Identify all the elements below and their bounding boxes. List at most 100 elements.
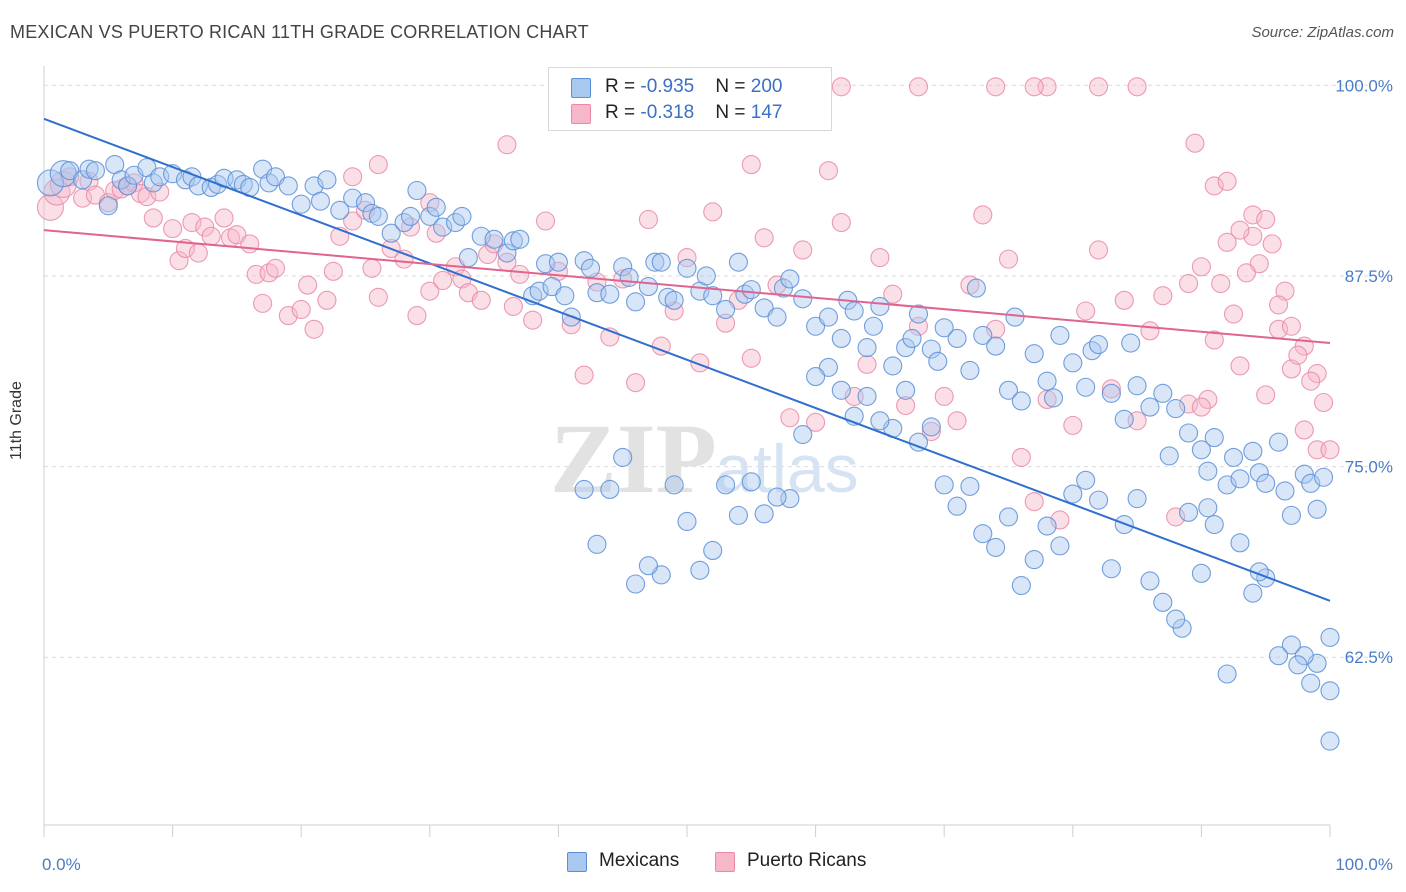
mexican-point — [908, 304, 929, 324]
puerto-rican-point — [1224, 304, 1244, 324]
mexican-point — [638, 556, 658, 576]
mexican-point — [716, 299, 736, 320]
mexican-point — [1178, 502, 1199, 522]
n-label: N = — [715, 76, 751, 97]
mexican-point — [818, 357, 839, 377]
n-label: N = — [715, 102, 751, 123]
mexican-point — [278, 176, 298, 196]
mexican-point — [1288, 655, 1308, 675]
puerto-rican-point — [908, 77, 929, 97]
puerto-rican-point — [626, 373, 646, 393]
mexican-point — [1088, 490, 1109, 510]
chart-title: MEXICAN VS PUERTO RICAN 11TH GRADE CORRE… — [10, 22, 589, 42]
mexican-point — [728, 505, 748, 525]
mexican-point — [587, 534, 607, 554]
mexican-point — [580, 258, 601, 278]
mexican-point — [1063, 353, 1083, 373]
mexican-point — [355, 193, 376, 213]
puerto-rican-point — [304, 319, 324, 339]
mexican-point — [118, 176, 138, 196]
puerto-rican-point — [1024, 77, 1044, 97]
mexican-point — [844, 301, 864, 321]
bottom-label-mexicans: Mexicans — [599, 850, 680, 871]
puerto-rican-point — [1204, 176, 1224, 196]
puerto-rican-point — [870, 248, 890, 268]
mexican-point — [291, 194, 311, 214]
mexican-point — [343, 188, 363, 208]
source-label: Source: ZipAtlas.com — [1251, 24, 1394, 41]
puerto-rican-point — [716, 313, 736, 333]
mexican-point — [1204, 514, 1224, 535]
mexican-point — [1191, 563, 1211, 583]
mexican-point — [407, 180, 427, 201]
puerto-rican-point — [1320, 440, 1340, 460]
puerto-rican-point — [317, 290, 337, 310]
mexican-point — [857, 386, 877, 406]
mexican-point — [806, 367, 826, 387]
mexican-point — [896, 380, 916, 400]
mexican-point — [613, 447, 633, 467]
mexican-point — [857, 338, 877, 358]
puerto-rican-point — [407, 306, 427, 326]
puerto-rican-point — [831, 77, 851, 97]
mexican-point — [400, 206, 421, 226]
mexican-point — [368, 206, 388, 226]
mexican-point — [703, 540, 723, 561]
mexican-point — [426, 197, 446, 217]
puerto-ricans-trend-line — [43, 229, 1331, 345]
puerto-rican-point — [1281, 316, 1301, 336]
tick-labels: 100.0% 87.5% 75.0% 62.5% 0.0% 100.0% — [42, 76, 1393, 874]
mexican-point — [1043, 388, 1064, 408]
mexican-point — [1121, 333, 1141, 353]
mexican-point — [265, 167, 286, 187]
mexican-point — [317, 170, 337, 190]
puerto-rican-point — [1191, 397, 1211, 417]
puerto-rican-point — [831, 212, 851, 233]
puerto-rican-point — [857, 354, 877, 374]
mexican-point — [986, 336, 1006, 356]
mexican-point — [1024, 550, 1044, 570]
mexican-point — [754, 298, 774, 318]
puerto-rican-point — [1262, 234, 1282, 254]
mexican-point — [1037, 371, 1057, 391]
puerto-rican-points — [36, 75, 1340, 530]
puerto-rican-point — [574, 365, 594, 385]
mexican-point — [619, 267, 639, 287]
puerto-rican-point — [998, 249, 1019, 269]
mexican-point — [1153, 383, 1173, 403]
mexican-point — [529, 281, 549, 301]
mexican-point — [1320, 627, 1340, 647]
mexican-point — [542, 277, 562, 297]
mexican-point — [1140, 571, 1160, 591]
puerto-rican-point — [1211, 273, 1231, 294]
puerto-rican-point — [1153, 286, 1173, 306]
mexican-point — [1256, 473, 1276, 493]
mexican-point — [1011, 391, 1031, 411]
r-value-mexicans: -0.935 — [640, 76, 695, 97]
y-tick-label-1: 87.5% — [1345, 267, 1393, 286]
puerto-rican-point — [510, 264, 530, 284]
mexican-point — [1243, 441, 1263, 461]
mexican-point — [870, 296, 890, 316]
mexican-point — [934, 318, 954, 338]
legend-swatch-puerto-ricans — [571, 104, 591, 124]
mexican-point — [503, 231, 523, 251]
mexican-point — [1320, 731, 1340, 751]
mexican-point — [651, 565, 671, 585]
mexican-point — [1320, 681, 1340, 701]
puerto-rican-point — [523, 310, 543, 330]
mexican-point — [1166, 399, 1186, 419]
r-value-puerto-ricans: -0.318 — [640, 102, 695, 123]
mexican-point — [690, 560, 710, 580]
mexican-point — [1191, 440, 1211, 460]
mexican-point — [626, 292, 646, 312]
mexican-point — [1037, 516, 1057, 536]
puerto-rican-point — [1088, 240, 1109, 260]
puerto-rican-point — [1178, 273, 1199, 294]
mexican-point — [928, 351, 948, 371]
mexican-point — [728, 252, 748, 272]
puerto-rican-point — [143, 208, 163, 228]
puerto-rican-point — [934, 386, 954, 406]
mexican-point — [703, 286, 723, 306]
mexican-point — [767, 487, 787, 507]
